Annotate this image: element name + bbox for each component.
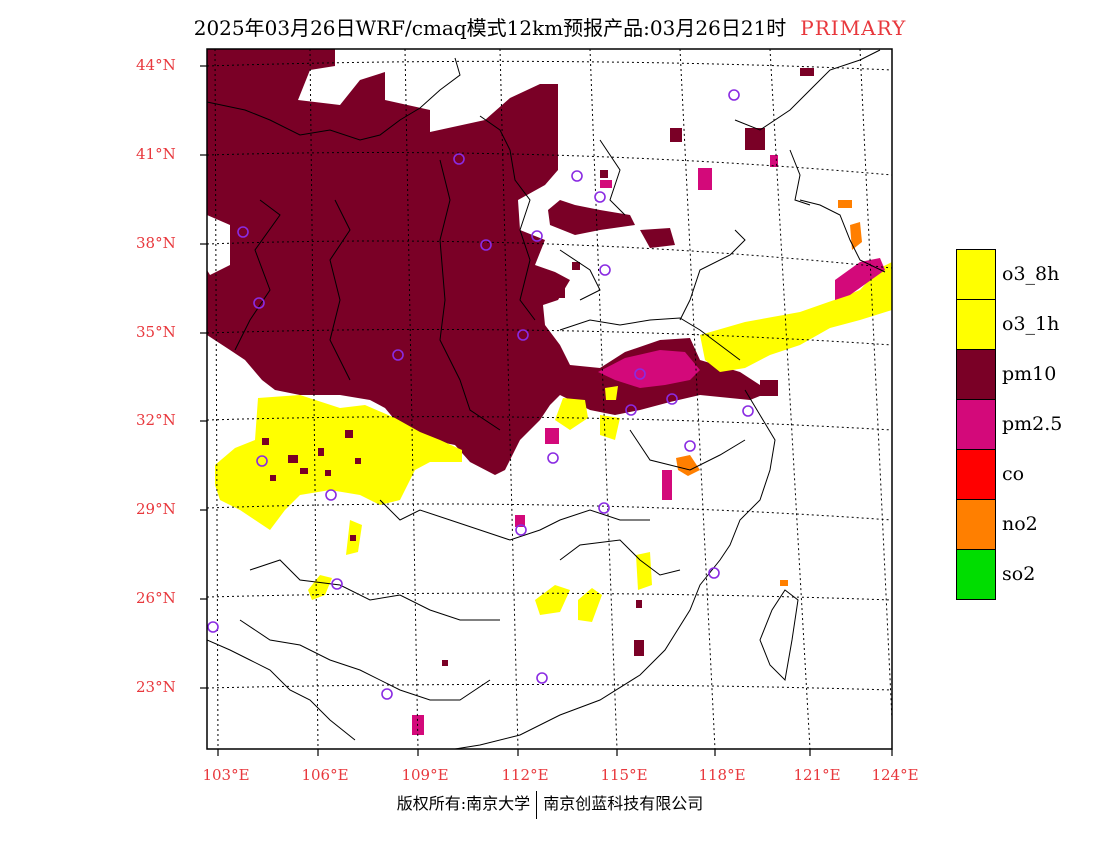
legend-swatch [956, 299, 996, 349]
legend-label: pm10 [1002, 363, 1057, 385]
legend-label: pm2.5 [1002, 413, 1063, 435]
title-main: 2025年03月26日WRF/cmaq模式12km预报产品:03月26日21时 [193, 16, 787, 40]
lon-label: 124°E [871, 766, 919, 784]
pm25-region-east [598, 350, 700, 388]
legend-label: no2 [1002, 513, 1038, 535]
lat-label: 23°N [136, 678, 176, 696]
lon-label: 103°E [202, 766, 250, 784]
legend-swatch [956, 549, 996, 600]
legend-swatch [956, 349, 996, 399]
footer-right: 南京创蓝科技有限公司 [543, 794, 704, 813]
footer-left: 版权所有:南京大学 [396, 794, 531, 813]
legend-swatch [956, 499, 996, 549]
legend-label: so2 [1002, 563, 1036, 585]
lat-label: 35°N [136, 323, 176, 341]
lon-label: 115°E [600, 766, 648, 784]
lat-label: 38°N [136, 234, 176, 252]
lon-label: 106°E [301, 766, 349, 784]
title-tag: PRIMARY [800, 16, 907, 40]
lon-label: 121°E [793, 766, 841, 784]
copyright-footer: 版权所有:南京大学 南京创蓝科技有限公司 [0, 790, 1100, 819]
graticule [207, 49, 892, 749]
lat-label: 32°N [136, 411, 176, 429]
boundaries [207, 49, 886, 749]
lon-label: 109°E [401, 766, 449, 784]
lat-label: 26°N [136, 589, 176, 607]
lat-label: 41°N [136, 145, 176, 163]
lat-label: 29°N [136, 500, 176, 518]
legend-label: o3_8h [1002, 263, 1060, 285]
map-title: 2025年03月26日WRF/cmaq模式12km预报产品:03月26日21时 P… [0, 12, 1100, 41]
o3-region-west [215, 395, 462, 530]
lon-label: 118°E [698, 766, 746, 784]
legend-swatch [956, 399, 996, 449]
legend-label: o3_1h [1002, 313, 1060, 335]
footer-divider [536, 790, 538, 819]
station-markers [207, 89, 754, 700]
legend-swatch [956, 249, 996, 299]
o3-region-east [700, 262, 892, 372]
lon-label: 112°E [501, 766, 549, 784]
lat-label: 44°N [136, 56, 176, 74]
map-frame [206, 48, 893, 750]
legend-swatch [956, 449, 996, 499]
legend-label: co [1002, 463, 1025, 485]
